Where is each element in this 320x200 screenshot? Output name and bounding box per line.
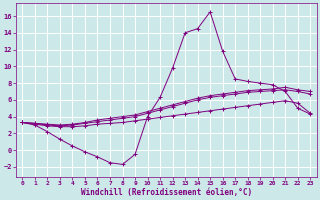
X-axis label: Windchill (Refroidissement éolien,°C): Windchill (Refroidissement éolien,°C) xyxy=(81,188,252,197)
